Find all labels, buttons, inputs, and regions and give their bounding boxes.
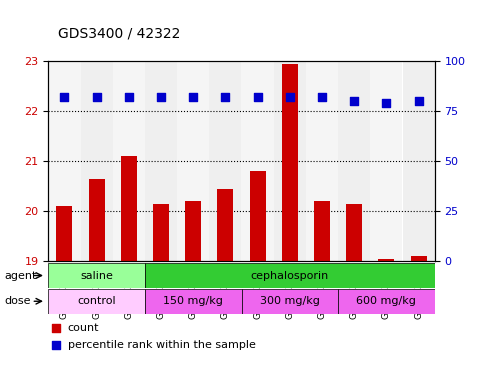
Point bbox=[254, 94, 261, 101]
Point bbox=[52, 325, 60, 331]
FancyBboxPatch shape bbox=[145, 289, 242, 314]
Bar bbox=[314, 201, 330, 261]
Bar bbox=[411, 256, 426, 261]
FancyBboxPatch shape bbox=[48, 289, 145, 314]
Bar bbox=[57, 206, 72, 261]
Bar bbox=[242, 61, 274, 261]
FancyBboxPatch shape bbox=[145, 263, 435, 288]
Point bbox=[350, 98, 358, 104]
Text: 600 mg/kg: 600 mg/kg bbox=[356, 296, 416, 306]
Bar bbox=[370, 61, 402, 261]
Bar bbox=[274, 61, 306, 261]
Bar bbox=[88, 179, 105, 261]
Bar bbox=[306, 61, 338, 261]
Bar bbox=[338, 61, 370, 261]
Point bbox=[157, 94, 165, 101]
Bar bbox=[378, 259, 395, 261]
Bar bbox=[209, 61, 242, 261]
Bar bbox=[282, 64, 298, 261]
Point bbox=[318, 94, 326, 101]
Bar bbox=[185, 201, 201, 261]
FancyBboxPatch shape bbox=[338, 289, 435, 314]
Point bbox=[383, 100, 390, 106]
Bar bbox=[177, 61, 209, 261]
Text: control: control bbox=[77, 296, 116, 306]
Point bbox=[93, 94, 100, 101]
Text: 150 mg/kg: 150 mg/kg bbox=[163, 296, 223, 306]
Bar bbox=[153, 204, 169, 261]
Point bbox=[125, 94, 133, 101]
Bar bbox=[48, 61, 81, 261]
Point bbox=[286, 94, 294, 101]
Bar bbox=[145, 61, 177, 261]
Bar bbox=[346, 204, 362, 261]
Point bbox=[189, 94, 197, 101]
Bar bbox=[113, 61, 145, 261]
Point bbox=[52, 342, 60, 348]
Point bbox=[222, 94, 229, 101]
Text: agent: agent bbox=[5, 270, 37, 281]
Text: 300 mg/kg: 300 mg/kg bbox=[260, 296, 320, 306]
Text: GDS3400 / 42322: GDS3400 / 42322 bbox=[58, 27, 180, 41]
FancyBboxPatch shape bbox=[48, 263, 145, 288]
Bar bbox=[250, 171, 266, 261]
Bar bbox=[121, 156, 137, 261]
Text: percentile rank within the sample: percentile rank within the sample bbox=[68, 340, 256, 350]
Bar bbox=[402, 61, 435, 261]
Point bbox=[60, 94, 68, 101]
Text: saline: saline bbox=[80, 270, 113, 281]
Text: cephalosporin: cephalosporin bbox=[251, 270, 329, 281]
FancyBboxPatch shape bbox=[242, 289, 338, 314]
Bar bbox=[217, 189, 233, 261]
Text: dose: dose bbox=[5, 296, 31, 306]
Text: count: count bbox=[68, 323, 99, 333]
Point bbox=[415, 98, 423, 104]
Bar bbox=[81, 61, 113, 261]
